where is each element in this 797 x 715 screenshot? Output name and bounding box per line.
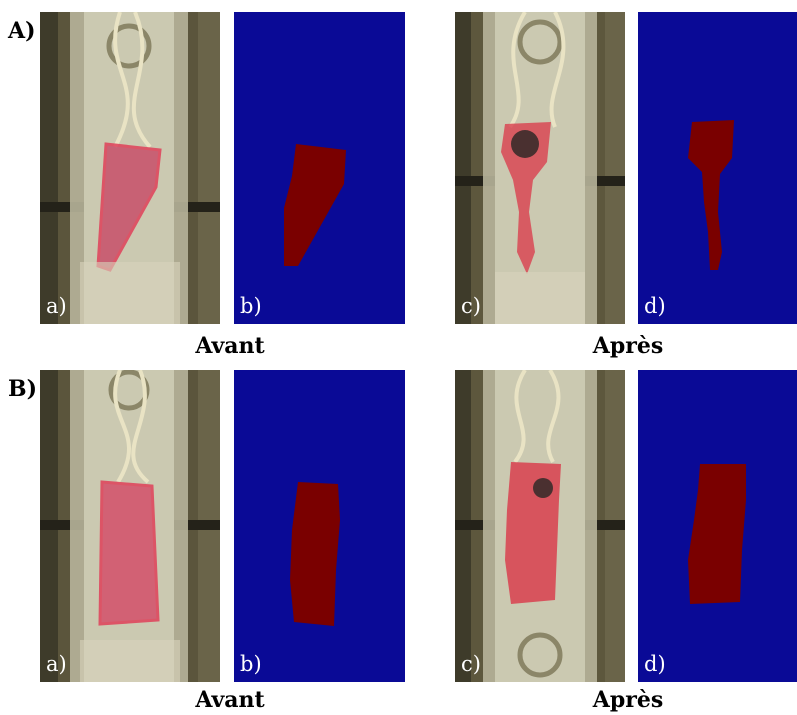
row-label-a: A)	[8, 18, 36, 44]
caption-a-after: Après	[592, 333, 664, 359]
panel-label: a)	[46, 652, 67, 676]
panel-label: c)	[461, 652, 481, 676]
panel-label: b)	[240, 294, 262, 318]
panel-label: a)	[46, 294, 67, 318]
mask-panel-b-before: b)	[234, 370, 405, 682]
photo-panel-a-before: a)	[40, 12, 220, 324]
caption-b-after: Après	[592, 687, 664, 713]
panel-label: d)	[644, 294, 666, 318]
mask-panel-b-after: d)	[638, 370, 797, 682]
panel-label: d)	[644, 652, 666, 676]
mask-image	[638, 370, 797, 682]
panel-label: b)	[240, 652, 262, 676]
photo-panel-a-after: c)	[455, 12, 625, 324]
photo-image	[455, 370, 625, 682]
photo-image	[455, 12, 625, 324]
row-label-b: B)	[8, 376, 38, 402]
caption-a-before: Avant	[195, 333, 265, 359]
panel-label: c)	[461, 294, 481, 318]
caption-b-before: Avant	[195, 687, 265, 713]
mask-image	[234, 370, 405, 682]
photo-image	[40, 12, 220, 324]
photo-panel-b-after: c)	[455, 370, 625, 682]
mask-panel-a-after: d)	[638, 12, 797, 324]
photo-panel-b-before: a)	[40, 370, 220, 682]
mask-image	[234, 12, 405, 324]
mask-panel-a-before: b)	[234, 12, 405, 324]
mask-image	[638, 12, 797, 324]
photo-image	[40, 370, 220, 682]
